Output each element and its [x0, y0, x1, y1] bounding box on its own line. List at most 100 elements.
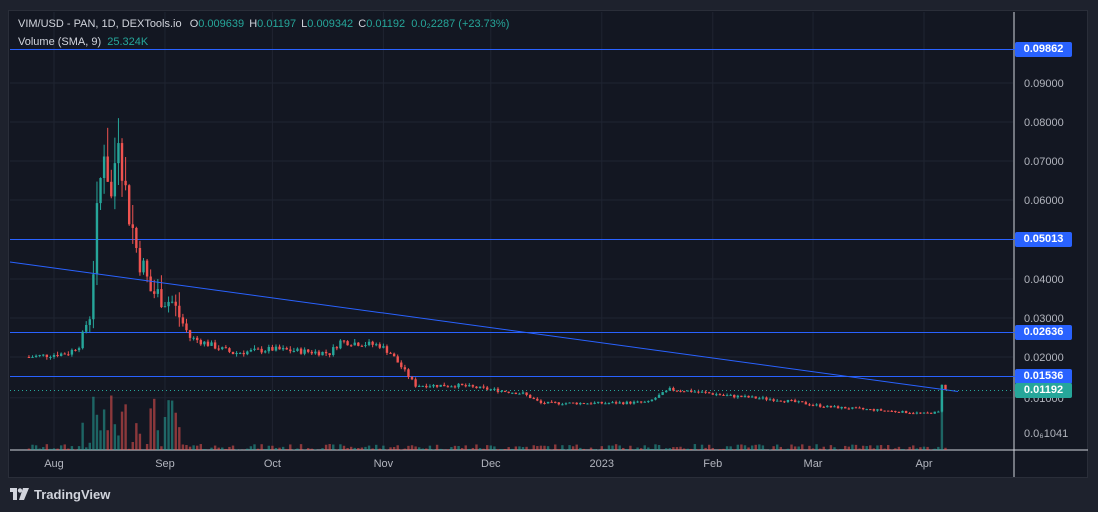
volume-bar: [360, 447, 364, 450]
x-tick-label: Mar: [804, 458, 823, 470]
volume-bar: [310, 448, 313, 450]
volume-bar: [371, 448, 374, 450]
candle-body: [378, 344, 382, 348]
candle-body: [647, 401, 650, 403]
candle-body: [897, 411, 901, 413]
candle-body: [460, 383, 464, 386]
volume-bar: [604, 448, 607, 450]
volume-bar: [392, 447, 396, 450]
y-tick-label: 0.02000: [1024, 352, 1064, 364]
volume-label[interactable]: Volume (SMA, 9): [18, 36, 102, 48]
candle-body: [346, 341, 349, 346]
candle-body: [264, 351, 267, 353]
volume-bar: [886, 445, 890, 450]
volume-bar: [231, 445, 235, 450]
candle-body: [636, 401, 639, 403]
candle-body: [242, 352, 245, 355]
candle-body: [654, 397, 657, 400]
close-value: 0.01192: [366, 18, 406, 30]
volume-bar: [518, 446, 521, 450]
volume-bar: [389, 447, 392, 450]
candle-body: [779, 400, 782, 402]
volume-bar: [593, 449, 596, 450]
candle-body: [926, 412, 929, 414]
volume-bar: [328, 444, 331, 450]
x-tick-label: Oct: [264, 458, 281, 470]
volume-bar: [213, 445, 217, 450]
candle-body: [256, 348, 260, 350]
volume-bar: [639, 448, 643, 450]
candle-body: [249, 349, 253, 352]
candle-body: [120, 143, 124, 181]
volume-bar: [203, 448, 206, 450]
y-tick-label: 0.06000: [1024, 195, 1064, 207]
high-label: H: [249, 18, 258, 30]
candle-body: [339, 340, 342, 349]
candle-body: [303, 349, 306, 354]
volume-bar: [786, 448, 790, 450]
candle-body: [496, 388, 500, 392]
volume-bar: [489, 445, 492, 450]
volume-bar: [253, 444, 256, 450]
candle-body: [639, 401, 643, 403]
volume-bar: [153, 398, 156, 450]
candle-body: [815, 404, 818, 406]
volume-bar: [815, 444, 818, 450]
candle-body: [278, 346, 281, 350]
volume-bar: [564, 449, 568, 450]
volume-bar: [77, 446, 81, 450]
level-price-tag: 0.05013: [1015, 232, 1072, 247]
volume-bar: [690, 448, 693, 450]
volume-bar: [496, 449, 500, 450]
candle-body: [317, 351, 321, 356]
candle-body: [614, 402, 618, 404]
candle-body: [106, 156, 109, 182]
volume-bar: [74, 449, 77, 450]
candle-body: [539, 400, 543, 403]
volume-bar: [185, 445, 188, 450]
volume-bar: [822, 446, 825, 450]
candle-body: [811, 405, 815, 407]
volume-bar: [675, 447, 679, 450]
candle-body: [507, 391, 510, 393]
candle-body: [808, 404, 811, 406]
volume-bar: [536, 446, 539, 450]
candle-body: [432, 384, 435, 387]
volume-bar: [915, 448, 919, 450]
volume-bar: [897, 446, 901, 450]
candle-body: [643, 401, 646, 403]
candle-body: [901, 410, 904, 413]
candle-body: [38, 355, 41, 357]
volume-bar: [679, 446, 682, 450]
volume-bar: [124, 404, 127, 450]
candle-body: [511, 392, 514, 394]
candle-body: [324, 351, 328, 354]
volume-bar: [174, 412, 177, 450]
volume-bar: [754, 444, 757, 450]
volume-bar: [521, 446, 525, 450]
candle-body: [797, 401, 800, 403]
chart-frame[interactable]: [8, 10, 1088, 478]
symbol-title[interactable]: VIM/USD - PAN, 1D, DEXTools.io: [18, 18, 182, 30]
y-tick-label: 0.07000: [1024, 156, 1064, 168]
candle-body: [296, 348, 299, 351]
tradingview-logo[interactable]: TradingView: [10, 486, 110, 502]
volume-bar: [654, 444, 657, 450]
volume-bar: [700, 444, 704, 450]
volume-bar: [120, 411, 124, 450]
candle-body: [876, 409, 879, 411]
volume-bar: [554, 444, 557, 450]
candle-body: [131, 224, 134, 228]
volume-bar: [844, 445, 847, 450]
candle-body: [733, 394, 736, 398]
volume-bar: [818, 448, 822, 450]
candle-body: [210, 342, 213, 346]
candle-body: [414, 379, 417, 387]
volume-bar: [901, 449, 904, 450]
candle-body: [582, 403, 586, 405]
volume-bar: [743, 445, 747, 450]
volume-bar: [525, 446, 528, 450]
volume-bar: [776, 444, 779, 450]
volume-bar: [471, 447, 475, 450]
